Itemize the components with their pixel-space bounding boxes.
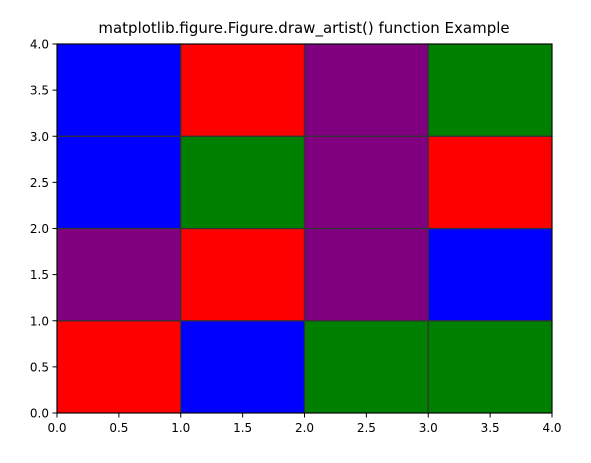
y-tick-label: 3.0 bbox=[30, 130, 49, 144]
x-tick-label: 1.5 bbox=[233, 421, 252, 435]
heatmap-cell bbox=[180, 320, 306, 414]
axes-spines bbox=[56, 43, 553, 414]
y-tick-label: 1.5 bbox=[30, 268, 49, 282]
y-tick-label: 0.5 bbox=[30, 360, 49, 374]
heatmap-cell bbox=[427, 43, 553, 137]
x-tick-label: 4.0 bbox=[542, 421, 561, 435]
x-tick-label: 0.5 bbox=[109, 421, 128, 435]
heatmap-cell bbox=[427, 227, 553, 322]
x-tick-label: 3.5 bbox=[481, 421, 500, 435]
heatmap-cell bbox=[56, 43, 182, 137]
y-tick-label: 2.5 bbox=[30, 176, 49, 190]
plot-area-frame bbox=[56, 43, 553, 414]
heatmap-cell bbox=[56, 320, 182, 414]
chart-title: matplotlib.figure.Figure.draw_artist() f… bbox=[98, 19, 509, 38]
heatmap-cell bbox=[56, 135, 182, 230]
x-axis: 0.0 0.5 1.0 1.5 2.0 2.5 3.0 3.5 4.0 bbox=[47, 413, 562, 435]
x-tick-label: 1.0 bbox=[171, 421, 190, 435]
y-tick-label: 2.0 bbox=[30, 222, 49, 236]
heatmap-cell bbox=[427, 320, 553, 414]
y-tick-label: 3.5 bbox=[30, 84, 49, 98]
x-tick-label: 2.0 bbox=[295, 421, 314, 435]
heatmap-cell bbox=[303, 135, 429, 230]
y-tick-label: 0.0 bbox=[30, 407, 49, 421]
x-tick-label: 3.0 bbox=[419, 421, 438, 435]
heatmap-cell bbox=[56, 227, 182, 322]
heatmap-cell bbox=[180, 135, 306, 230]
heatmap-cell bbox=[180, 43, 306, 137]
y-tick-label: 4.0 bbox=[30, 38, 49, 52]
x-tick-label: 2.5 bbox=[357, 421, 376, 435]
heatmap-cell bbox=[303, 227, 429, 322]
heatmap-cell bbox=[180, 227, 306, 322]
y-axis: 0.0 0.5 1.0 1.5 2.0 2.5 3.0 3.5 4.0 bbox=[30, 38, 57, 421]
heatmap-cell bbox=[303, 320, 429, 414]
heatmap-cells bbox=[56, 43, 553, 414]
heatmap-cell bbox=[427, 135, 553, 230]
x-tick-label: 0.0 bbox=[47, 421, 66, 435]
heatmap-cell bbox=[303, 43, 429, 137]
y-tick-label: 1.0 bbox=[30, 314, 49, 328]
